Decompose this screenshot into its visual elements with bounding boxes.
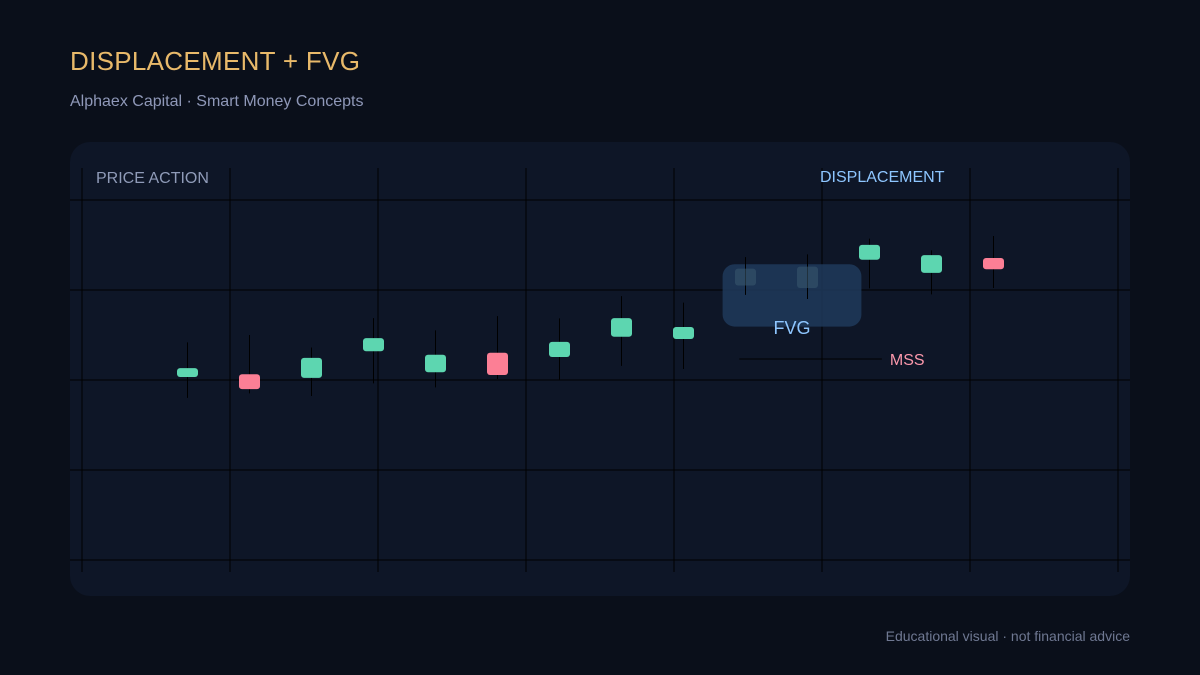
bullish-candle-body — [859, 244, 880, 260]
candle — [363, 318, 384, 384]
fvg-label: FVG — [773, 318, 810, 338]
bearish-candle-body — [983, 257, 1004, 270]
bullish-candle-body — [425, 354, 446, 373]
fvg-zone — [722, 264, 862, 327]
candle — [487, 316, 508, 379]
bearish-candle-body — [239, 374, 260, 390]
candle — [611, 296, 632, 366]
candlestick-chart: PRICE ACTION DISPLACEMENT FVG MSS — [70, 168, 1130, 572]
chart-panel: PRICE ACTION DISPLACEMENT FVG MSS — [70, 142, 1130, 596]
candle — [301, 347, 322, 397]
candle — [549, 318, 570, 380]
bearish-candle-body — [487, 352, 508, 375]
bullish-candle-body — [735, 268, 756, 286]
bullish-candle-body — [921, 255, 942, 273]
bullish-candle-body — [301, 357, 322, 378]
candle — [983, 236, 1004, 288]
disclaimer: Educational visual · not financial advic… — [885, 628, 1130, 644]
candles — [177, 236, 1004, 398]
candle — [859, 238, 880, 289]
candle — [177, 342, 198, 398]
chart-title: DISPLACEMENT + FVG — [70, 46, 361, 76]
price-action-label: PRICE ACTION — [96, 170, 209, 187]
mss-label: MSS — [890, 352, 925, 369]
chart-grid — [70, 168, 1130, 572]
bullish-candle-body — [611, 318, 632, 337]
bullish-candle-body — [177, 368, 198, 377]
candle — [735, 257, 756, 295]
candle — [921, 250, 942, 295]
bullish-candle-body — [549, 341, 570, 357]
bullish-candle-body — [673, 327, 694, 340]
candle — [425, 330, 446, 388]
candle — [797, 254, 818, 300]
bullish-candle-body — [363, 338, 384, 352]
displacement-label: DISPLACEMENT — [820, 169, 945, 186]
candle — [239, 335, 260, 394]
candle — [673, 302, 694, 369]
bullish-candle-body — [797, 266, 818, 288]
chart-subtitle: Alphaex Capital · Smart Money Concepts — [70, 93, 364, 110]
